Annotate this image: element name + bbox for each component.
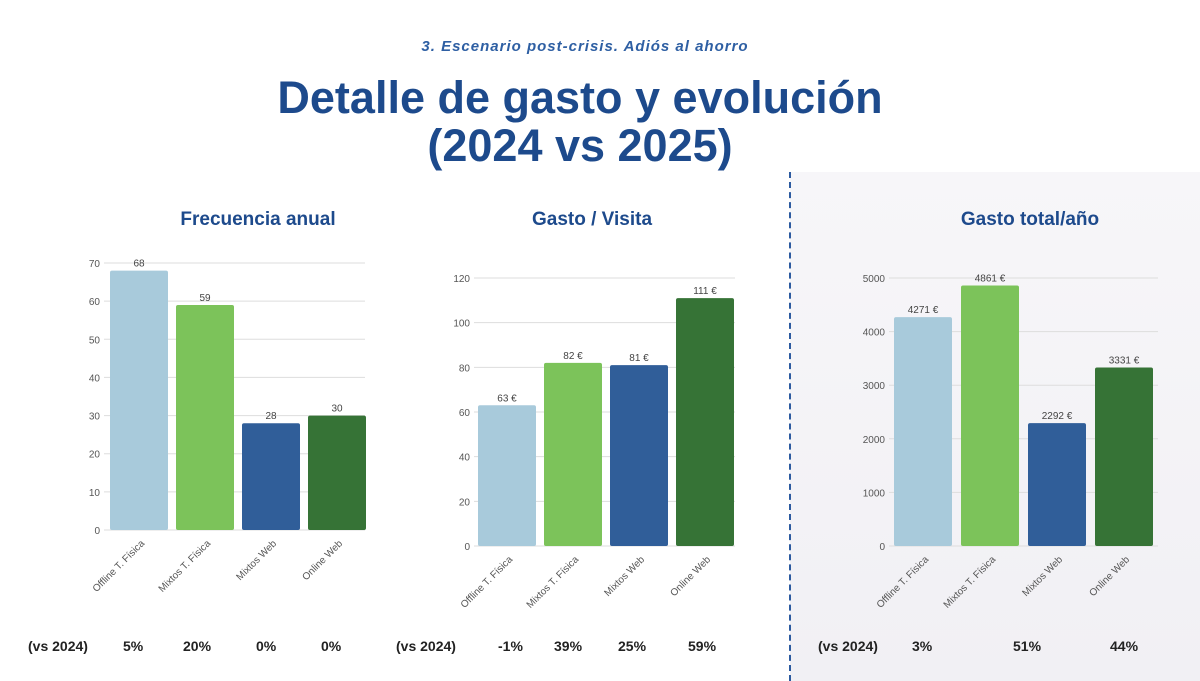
- y-tick-label: 120: [453, 274, 470, 285]
- y-tick-label: 1000: [863, 488, 886, 499]
- comparison-value-1-2: 25%: [618, 638, 647, 654]
- bar: [894, 317, 952, 546]
- dashed-divider: [789, 172, 791, 681]
- y-tick-label: 100: [453, 319, 470, 330]
- bar: [1095, 367, 1153, 546]
- category-label: Online Web: [1088, 554, 1133, 599]
- bar: [176, 304, 234, 530]
- bar: [676, 298, 734, 546]
- data-label: 28: [265, 411, 277, 422]
- data-label: 30: [331, 404, 343, 415]
- y-tick-label: 5000: [863, 274, 886, 285]
- comparison-value-2-0: 3%: [912, 638, 933, 654]
- category-label: Mixtos Web: [1021, 554, 1066, 599]
- y-tick-label: 80: [459, 363, 471, 374]
- y-tick-label: 20: [89, 450, 101, 461]
- data-label: 2292 €: [1042, 411, 1073, 422]
- y-tick-label: 2000: [863, 435, 886, 446]
- data-label: 4861 €: [975, 273, 1006, 284]
- comparison-value-2-1: 51%: [1013, 638, 1042, 654]
- category-label: Offline T. Física: [875, 554, 932, 611]
- data-label: 111 €: [693, 286, 717, 297]
- y-tick-label: 0: [94, 526, 100, 537]
- comparison-label-2: (vs 2024): [818, 638, 878, 654]
- y-tick-label: 60: [89, 297, 101, 308]
- comparison-label-0: (vs 2024): [28, 638, 88, 654]
- data-label: 3331 €: [1109, 355, 1140, 366]
- y-tick-label: 70: [89, 259, 101, 270]
- chart-title-gasto-total: Gasto total/año: [960, 209, 1100, 230]
- data-label: 81 €: [629, 353, 649, 364]
- comparison-value-1-3: 59%: [688, 638, 717, 654]
- y-tick-label: 40: [89, 373, 101, 384]
- comparison-value-0-0: 5%: [123, 638, 144, 654]
- section-subtitle: 3. Escenario post-crisis. Adiós al ahorr…: [421, 38, 749, 55]
- data-label: 59: [199, 293, 211, 304]
- comparison-value-0-3: 0%: [321, 638, 342, 654]
- bar: [478, 405, 536, 546]
- y-tick-label: 50: [89, 335, 101, 346]
- comparison-value-0-2: 0%: [256, 638, 277, 654]
- comparison-value-2-2: 44%: [1110, 638, 1139, 654]
- y-tick-label: 3000: [863, 381, 886, 392]
- bar: [544, 362, 602, 546]
- y-tick-label: 10: [89, 488, 101, 499]
- data-label: 63 €: [497, 393, 517, 404]
- page-title: Detalle de gasto y evolución (2024 vs 20…: [0, 74, 1160, 170]
- chart-title-gasto-visita: Gasto / Visita: [531, 209, 653, 230]
- page-title-line2: (2024 vs 2025): [427, 120, 733, 171]
- bar: [961, 285, 1019, 546]
- y-tick-label: 60: [459, 408, 471, 419]
- data-label: 82 €: [563, 351, 583, 362]
- y-tick-label: 40: [459, 453, 471, 464]
- comparison-label-1: (vs 2024): [396, 638, 456, 654]
- y-tick-label: 4000: [863, 328, 886, 339]
- y-tick-label: 30: [89, 412, 101, 423]
- y-tick-label: 0: [464, 542, 470, 553]
- bar: [610, 365, 668, 546]
- y-tick-label: 20: [459, 497, 471, 508]
- category-label: Mixtos T. Física: [942, 554, 999, 611]
- bar: [308, 415, 366, 530]
- comparison-value-0-1: 20%: [183, 638, 212, 654]
- bar: [110, 270, 168, 530]
- page-title-line1: Detalle de gasto y evolución: [277, 72, 883, 123]
- comparison-value-1-0: -1%: [498, 638, 523, 654]
- bar: [242, 423, 300, 530]
- data-label: 4271 €: [908, 305, 939, 316]
- data-label: 68: [133, 259, 145, 270]
- comparison-value-1-1: 39%: [554, 638, 583, 654]
- chart-title-frecuencia: Frecuencia anual: [180, 209, 336, 230]
- bar: [1028, 423, 1086, 546]
- y-tick-label: 0: [879, 542, 885, 553]
